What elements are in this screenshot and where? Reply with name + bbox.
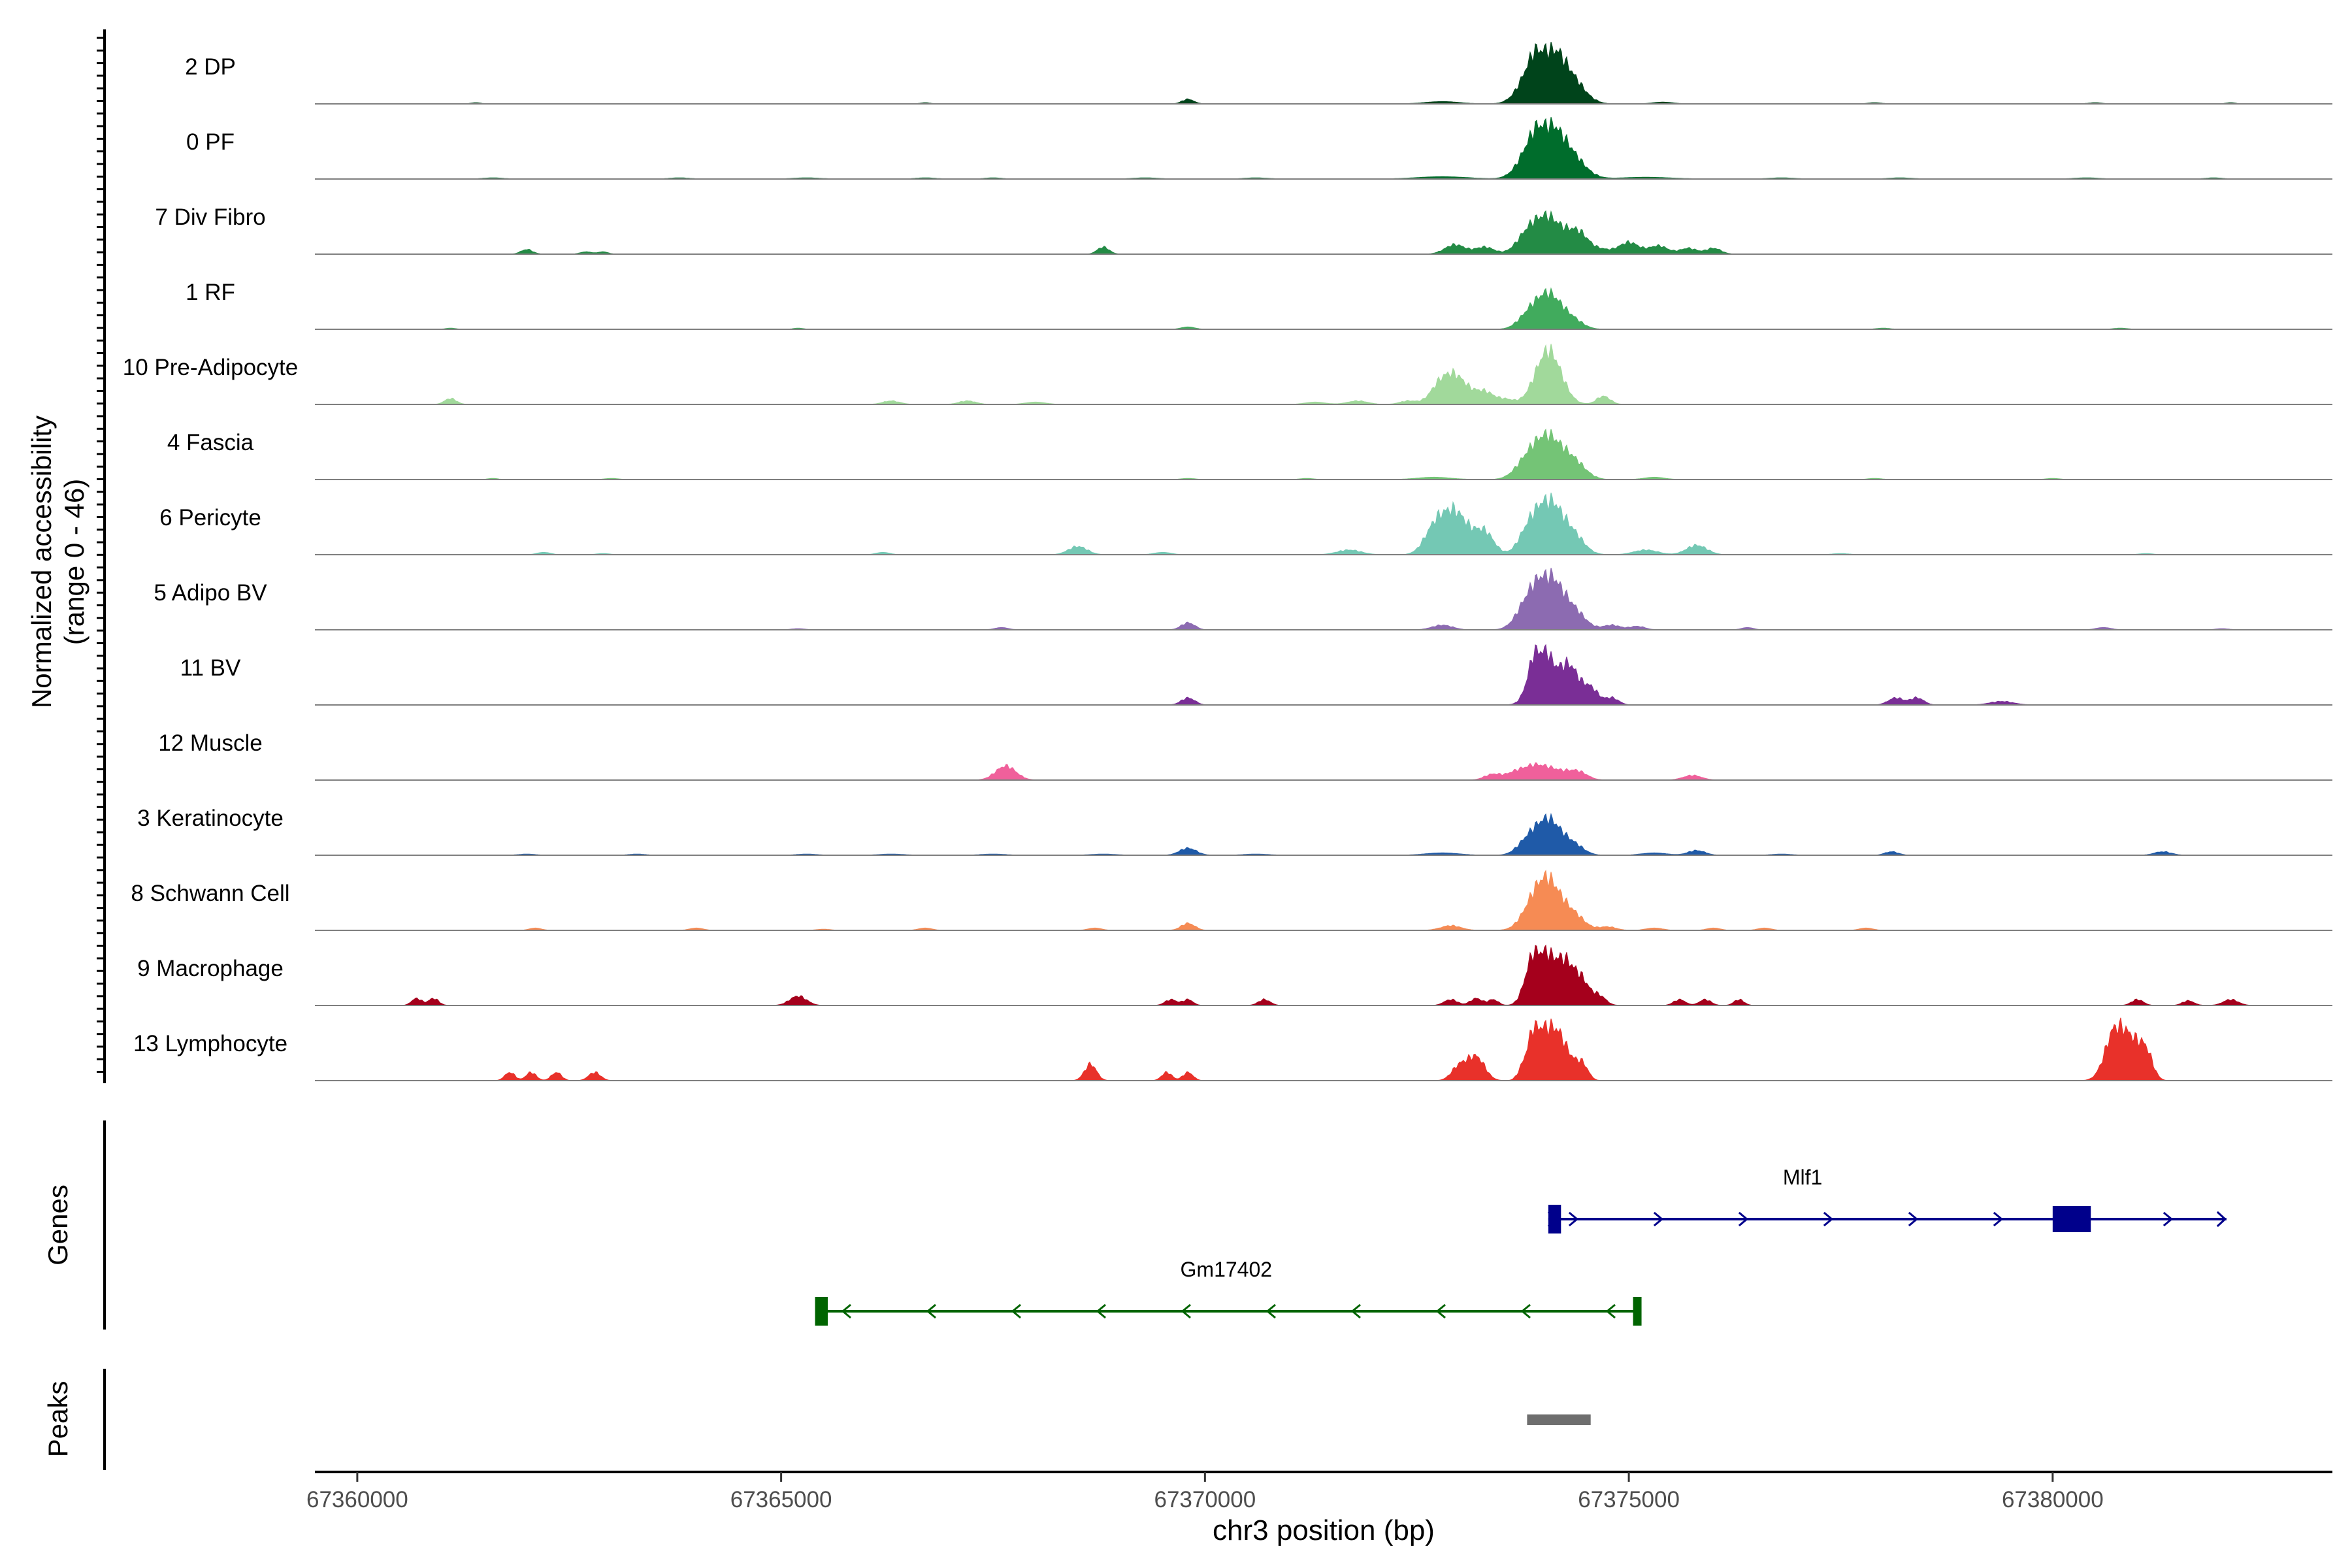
coverage-tracks: 2 DP 0 PF 7 Div Fibro 1 RF 10 Pre-Adipocyte 4… bbox=[123, 42, 2332, 1081]
track-label: 9 Macrophage bbox=[137, 956, 284, 981]
strand-chevron bbox=[1738, 1211, 1749, 1227]
gene-exon bbox=[1633, 1297, 1642, 1326]
track-6: 6 Pericyte bbox=[159, 493, 2332, 555]
strand-chevron bbox=[926, 1303, 936, 1319]
peaks-panel-label: Peaks bbox=[42, 1381, 73, 1458]
track-label: 8 Schwann Cell bbox=[131, 881, 289, 906]
strand-chevron bbox=[1350, 1303, 1361, 1319]
strand-chevron bbox=[1435, 1303, 1446, 1319]
x-axis-tick-label: 67370000 bbox=[1154, 1487, 1256, 1512]
track-label: 4 Fascia bbox=[167, 430, 254, 455]
x-axis-tick-label: 67380000 bbox=[2002, 1487, 2104, 1512]
gene-name-label: Mlf1 bbox=[1783, 1166, 1822, 1189]
strand-chevron bbox=[1568, 1211, 1579, 1227]
gene-gm17402: Gm17402 bbox=[815, 1258, 1642, 1326]
gene-exon bbox=[2052, 1206, 2091, 1232]
strand-chevron bbox=[1520, 1303, 1531, 1319]
track-0: 2 DP bbox=[185, 42, 2332, 105]
strand-chevron bbox=[1181, 1303, 1191, 1319]
strand-chevron bbox=[1653, 1211, 1664, 1227]
x-axis-tick-label: 67375000 bbox=[1578, 1487, 1680, 1512]
track-label: 10 Pre-Adipocyte bbox=[123, 355, 298, 380]
x-axis-label: chr3 position (bp) bbox=[1213, 1514, 1435, 1546]
track-4: 10 Pre-Adipocyte bbox=[123, 344, 2332, 405]
y-axis-label-line1: Normalized accessibility bbox=[26, 416, 57, 708]
track-9: 12 Muscle bbox=[158, 730, 2332, 781]
strand-chevron bbox=[1823, 1211, 1834, 1227]
gene-exon bbox=[815, 1297, 828, 1326]
track-label: 3 Keratinocyte bbox=[137, 806, 284, 831]
track-label: 5 Adipo BV bbox=[154, 580, 267, 606]
track-13: 13 Lymphocyte bbox=[133, 1017, 2332, 1081]
track-5: 4 Fascia bbox=[167, 428, 2332, 480]
genes-panel: Genes Mlf1 Gm17402 bbox=[42, 1120, 2227, 1330]
strand-chevron bbox=[1908, 1211, 1919, 1227]
track-label: 12 Muscle bbox=[158, 730, 263, 756]
strand-chevron bbox=[1605, 1303, 1616, 1319]
genes-panel-label: Genes bbox=[42, 1184, 73, 1266]
track-label: 1 RF bbox=[186, 280, 235, 305]
peak-regions bbox=[1527, 1414, 1591, 1425]
track-1: 0 PF bbox=[186, 117, 2332, 180]
track-2: 7 Div Fibro bbox=[155, 204, 2332, 255]
strand-chevron bbox=[1993, 1211, 2004, 1227]
strand-chevron bbox=[1266, 1303, 1276, 1319]
track-11: 8 Schwann Cell bbox=[131, 870, 2332, 931]
track-label: 6 Pericyte bbox=[159, 505, 261, 531]
gene-exon bbox=[1548, 1205, 1561, 1233]
coverage-y-ticks bbox=[97, 37, 105, 1073]
peak-region-bar bbox=[1527, 1414, 1591, 1425]
strand-chevron bbox=[1011, 1303, 1021, 1319]
coverage-panel: 2 DP 0 PF 7 Div Fibro 1 RF 10 Pre-Adipocyte 4… bbox=[26, 29, 2332, 1083]
strand-chevron bbox=[841, 1303, 851, 1319]
y-axis-label-line2: (range 0 - 46) bbox=[59, 479, 90, 645]
gene-name-label: Gm17402 bbox=[1181, 1258, 1273, 1281]
track-label: 0 PF bbox=[186, 129, 235, 155]
x-axis-ticks: 67360000 67365000 67370000 67375000 67380000 bbox=[306, 1472, 2104, 1512]
track-10: 3 Keratinocyte bbox=[137, 806, 2332, 856]
track-label: 11 BV bbox=[180, 655, 241, 681]
gene-models: Mlf1 Gm17402 bbox=[815, 1166, 2227, 1326]
track-label: 13 Lymphocyte bbox=[133, 1031, 287, 1056]
track-label: 7 Div Fibro bbox=[155, 204, 265, 230]
peaks-panel: Peaks bbox=[42, 1369, 1591, 1470]
track-8: 11 BV bbox=[180, 644, 2332, 706]
x-axis: 67360000 67365000 67370000 67375000 67380000… bbox=[306, 1471, 2332, 1546]
track-12: 9 Macrophage bbox=[137, 944, 2332, 1006]
strand-chevron bbox=[2163, 1211, 2174, 1227]
x-axis-tick-label: 67365000 bbox=[730, 1487, 832, 1512]
track-7: 5 Adipo BV bbox=[154, 568, 2332, 630]
strand-chevron bbox=[1096, 1303, 1106, 1319]
x-axis-tick-label: 67360000 bbox=[306, 1487, 408, 1512]
strand-chevron bbox=[2216, 1211, 2227, 1228]
track-label: 2 DP bbox=[185, 54, 236, 80]
gene-mlf1: Mlf1 bbox=[1547, 1166, 2227, 1233]
track-3: 1 RF bbox=[186, 280, 2332, 330]
